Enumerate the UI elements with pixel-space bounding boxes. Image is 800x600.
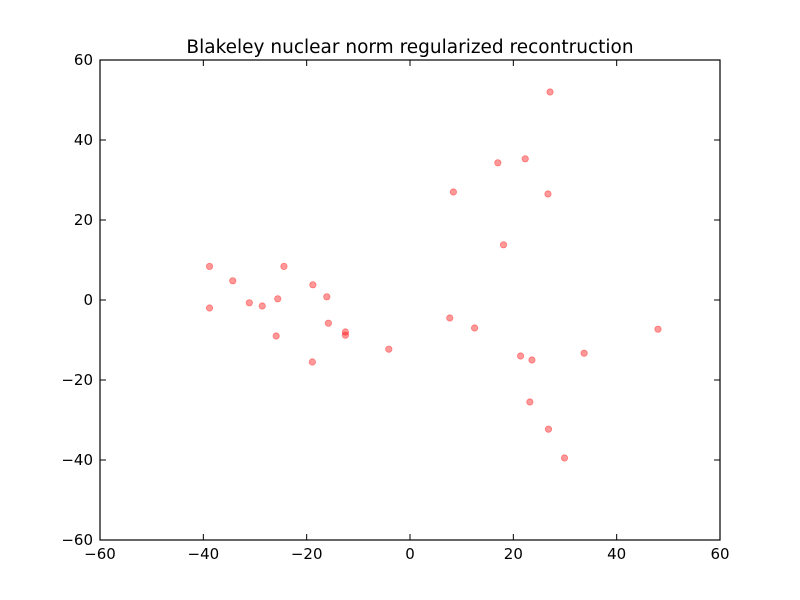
scatter-point [546, 88, 554, 96]
scatter-point [385, 345, 393, 353]
y-tick-label: −60 [61, 531, 93, 549]
x-tick-label: 40 [607, 545, 626, 563]
x-tick-label: −60 [84, 545, 116, 563]
scatter-point [324, 319, 332, 327]
scatter-point [446, 314, 454, 322]
points-layer [205, 88, 662, 462]
scatter-point [470, 324, 479, 332]
scatter-point [560, 454, 569, 462]
x-tick-label: 20 [504, 545, 523, 563]
scatter-point [526, 398, 534, 406]
x-tick-label: 0 [405, 545, 415, 563]
scatter-point [449, 188, 457, 196]
y-tick-label: 60 [74, 51, 93, 69]
scatter-point [309, 281, 317, 289]
scatter-point [580, 349, 588, 357]
scatter-point [544, 190, 552, 198]
scatter-point [272, 332, 280, 340]
y-tick-label: 20 [74, 211, 93, 229]
y-tick-label: 0 [83, 291, 93, 309]
scatter-point [654, 325, 662, 333]
scatter-point [245, 299, 253, 307]
x-tick-label: 60 [710, 545, 729, 563]
scatter-point [341, 331, 350, 339]
ticks-layer: −60 −40 −20 0 20 40 60 −60 −40 −20 0 20 40 60 [61, 51, 729, 563]
scatter-point [258, 302, 266, 310]
scatter-point [499, 241, 508, 249]
scatter-point [341, 328, 350, 336]
x-tick-label: −40 [188, 545, 220, 563]
scatter-point [274, 295, 282, 303]
y-tick-label: −20 [61, 371, 93, 389]
x-tick-label: −20 [291, 545, 323, 563]
scatter-point [229, 277, 237, 285]
scatter-point [516, 352, 525, 360]
scatter-point [308, 358, 316, 366]
scatter-point [280, 262, 288, 270]
plot-frame [99, 59, 721, 541]
y-tick-label: 40 [74, 131, 93, 149]
scatter-point [521, 155, 529, 163]
scatter-point [494, 159, 502, 167]
chart-title: Blakeley nuclear norm regularized recont… [186, 37, 633, 58]
scatter-point [205, 262, 214, 270]
scatter-point [544, 425, 553, 433]
y-tick-label: −40 [61, 451, 93, 469]
scatter-point [528, 356, 536, 364]
scatter-point [323, 293, 331, 301]
scatter-point [205, 304, 214, 312]
